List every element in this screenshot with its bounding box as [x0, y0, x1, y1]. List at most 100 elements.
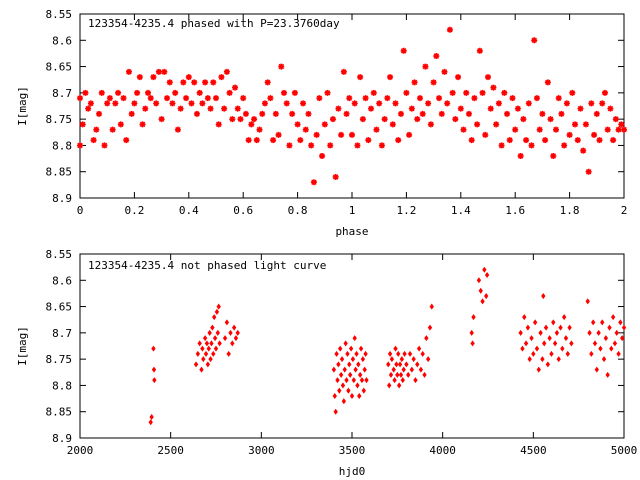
data-point: [161, 68, 168, 75]
data-point: [216, 303, 221, 310]
data-point: [370, 89, 377, 96]
y-tick-label: 8.65: [46, 61, 73, 74]
y-axis-label: I[mag]: [16, 326, 29, 366]
data-point: [393, 345, 398, 352]
data-point: [85, 105, 92, 112]
data-point: [404, 361, 409, 368]
data-point: [131, 100, 138, 107]
data-point: [567, 324, 572, 331]
data-point: [223, 68, 230, 75]
chart-title: 123354-4235.4 not phased light curve: [88, 259, 326, 272]
data-point: [213, 345, 219, 352]
data-point: [449, 89, 456, 96]
data-point: [208, 356, 213, 363]
data-point: [541, 293, 546, 300]
data-point: [204, 95, 211, 102]
plot-frame: [79, 253, 625, 439]
data-point: [558, 324, 563, 331]
data-point: [531, 37, 538, 44]
data-point: [452, 116, 459, 123]
data-point: [427, 121, 434, 128]
data-point: [333, 408, 338, 415]
data-point: [235, 329, 240, 336]
data-point: [355, 382, 360, 389]
data-point: [214, 308, 220, 315]
x-tick-label: 3000: [248, 444, 275, 457]
data-point: [207, 105, 214, 112]
data-point: [396, 382, 402, 389]
data-point: [574, 137, 581, 144]
data-point: [601, 89, 608, 96]
data-point: [206, 345, 211, 352]
data-point: [419, 110, 426, 117]
data-point: [109, 126, 116, 133]
data-point: [346, 95, 353, 102]
data-point: [389, 121, 396, 128]
data-point: [230, 340, 235, 347]
y-tick-label: 8.6: [52, 274, 72, 287]
data-point: [362, 95, 369, 102]
data-point: [401, 366, 406, 373]
data-point: [591, 319, 596, 326]
data-point: [338, 131, 345, 138]
data-point: [484, 272, 490, 279]
data-point: [417, 95, 423, 102]
data-point: [609, 345, 614, 352]
data-point: [430, 79, 437, 86]
data-point: [399, 356, 405, 363]
data-point: [340, 68, 347, 75]
data-point: [221, 105, 228, 112]
data-point: [316, 95, 323, 102]
x-tick-label: 3500: [339, 444, 366, 457]
data-point: [337, 387, 342, 394]
data-point: [532, 319, 538, 326]
data-point: [213, 95, 219, 102]
data-point: [210, 324, 215, 331]
data-point: [234, 105, 241, 112]
data-point: [517, 152, 524, 159]
data-point: [520, 345, 525, 352]
data-point: [395, 137, 402, 144]
data-point: [424, 335, 429, 342]
data-point: [416, 345, 422, 352]
data-point: [523, 340, 529, 347]
data-point: [356, 361, 361, 368]
data-point: [300, 100, 307, 107]
data-point: [87, 100, 94, 107]
data-point: [338, 371, 344, 378]
data-point: [302, 126, 309, 133]
data-point: [264, 79, 271, 86]
data-point: [585, 298, 590, 305]
data-point: [169, 100, 176, 107]
y-tick-label: 8.85: [46, 406, 73, 419]
data-point: [588, 100, 595, 107]
data-point: [278, 63, 285, 70]
chart-title: 123354-4235.4 phased with P=23.3760day: [88, 17, 340, 30]
data-point: [394, 361, 399, 368]
x-tick-label: 1.8: [560, 204, 580, 217]
data-point: [117, 121, 124, 128]
data-point: [351, 100, 358, 107]
y-tick-label: 8.75: [46, 113, 73, 126]
data-point: [228, 329, 233, 336]
data-point: [400, 47, 407, 54]
data-point: [152, 377, 157, 384]
data-point: [294, 121, 301, 128]
x-tick-label: 2500: [157, 444, 184, 457]
x-axis-label: hjd0: [339, 465, 366, 478]
data-point: [142, 105, 149, 112]
data-point: [388, 371, 394, 378]
data-point: [429, 303, 434, 310]
data-point: [478, 287, 483, 294]
data-point: [203, 350, 209, 357]
y-tick-label: 8.7: [52, 87, 72, 100]
data-point: [411, 79, 418, 86]
data-point: [540, 356, 545, 363]
data-point: [347, 361, 352, 368]
data-point: [335, 377, 340, 384]
data-point: [621, 324, 627, 331]
y-tick-label: 8.9: [52, 432, 72, 445]
data-point: [319, 152, 326, 159]
data-point: [362, 366, 367, 373]
